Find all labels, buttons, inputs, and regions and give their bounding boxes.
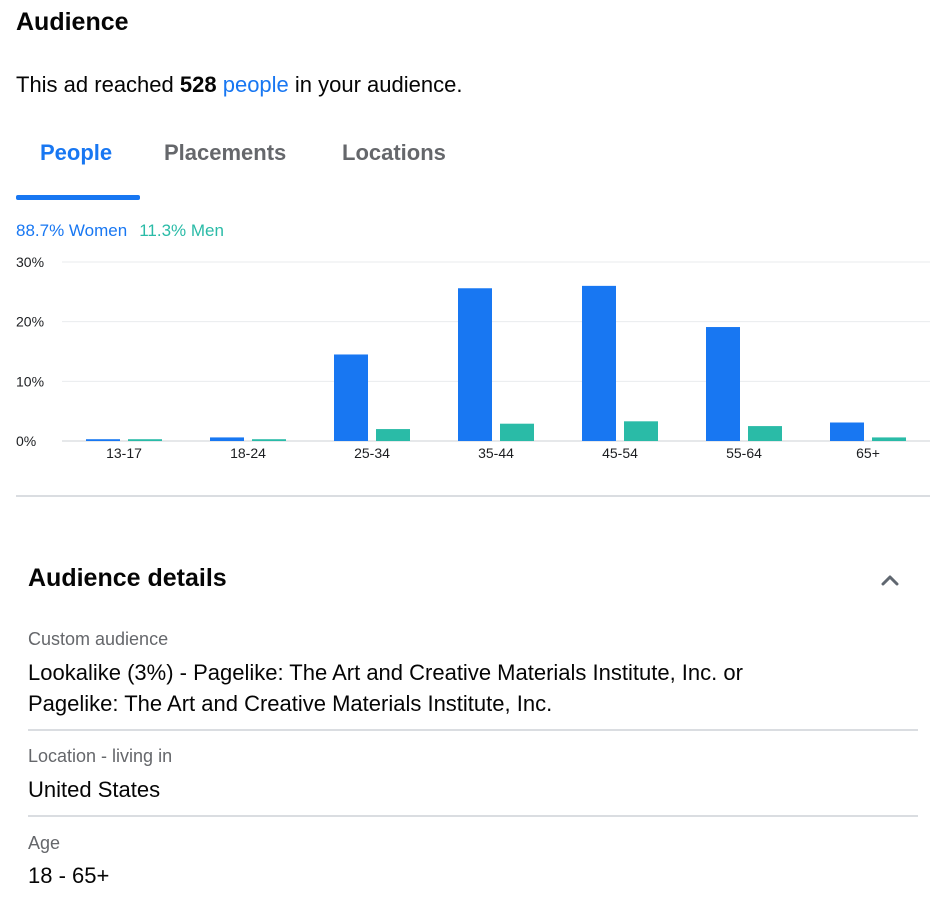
bar-men	[252, 439, 286, 441]
y-tick-label: 10%	[16, 373, 44, 389]
tab-people[interactable]: People	[40, 140, 113, 165]
x-tick-label: 13-17	[106, 445, 142, 461]
details-divider	[28, 815, 918, 817]
age-label: Age	[28, 833, 61, 853]
bar-women	[582, 285, 616, 441]
bar-men	[748, 426, 782, 441]
reach-suffix: in your audience.	[288, 72, 463, 97]
x-tick-label: 35-44	[478, 445, 514, 461]
reach-summary: This ad reached 528 people in your audie…	[16, 72, 462, 98]
women-percentage: 88.7% Women	[16, 221, 128, 240]
bar-women	[706, 327, 740, 441]
y-tick-label: 0%	[16, 433, 36, 449]
x-tick-label: 18-24	[230, 445, 266, 461]
bar-women	[86, 439, 120, 441]
bar-women	[830, 422, 864, 441]
tab-locations[interactable]: Locations	[342, 140, 446, 165]
x-tick-label: 55-64	[726, 445, 762, 461]
bar-men	[624, 421, 658, 441]
reach-count: 528	[179, 72, 217, 97]
y-tick-label: 20%	[16, 314, 44, 330]
custom-audience-value-line: Lookalike (3%) - Pagelike: The Art and C…	[28, 660, 743, 685]
bar-women	[458, 288, 492, 441]
gender-summary: 88.7% Women 11.3% Men	[16, 221, 224, 241]
bar-men	[500, 423, 534, 441]
chevron-up-icon[interactable]	[876, 568, 904, 592]
custom-audience-value-line: Pagelike: The Art and Creative Materials…	[28, 691, 553, 716]
x-tick-label: 65+	[856, 445, 880, 461]
men-percentage: 11.3% Men	[139, 221, 224, 240]
age-value: 18 - 65+	[28, 863, 110, 888]
section-title: Audience	[16, 8, 129, 36]
bar-women	[210, 437, 244, 441]
custom-audience-label: Custom audience	[28, 629, 169, 649]
tab-placements[interactable]: Placements	[164, 140, 287, 165]
details-title: Audience details	[28, 564, 227, 592]
people-link[interactable]: people	[222, 72, 289, 97]
x-tick-label: 25-34	[354, 445, 390, 461]
age-gender-chart: 0% 10% 20% 30% 13-17 18-24 25-34 35-44 45-54 55-6…	[16, 254, 930, 461]
location-label: Location - living in	[28, 746, 173, 766]
location-value: United States	[28, 777, 161, 802]
bar-women	[334, 354, 368, 441]
bar-men	[376, 429, 410, 441]
section-divider	[16, 495, 930, 497]
x-tick-label: 45-54	[602, 445, 638, 461]
custom-audience-value: Lookalike (3%) - Pagelike: The Art and C…	[28, 657, 908, 719]
bar-men	[128, 439, 162, 441]
active-tab-indicator	[16, 195, 140, 200]
reach-prefix: This ad reached	[16, 72, 180, 97]
audience-tabs: People Placements Locations	[16, 124, 930, 200]
bar-men	[872, 437, 906, 441]
details-divider	[28, 729, 918, 731]
y-tick-label: 30%	[16, 254, 44, 270]
